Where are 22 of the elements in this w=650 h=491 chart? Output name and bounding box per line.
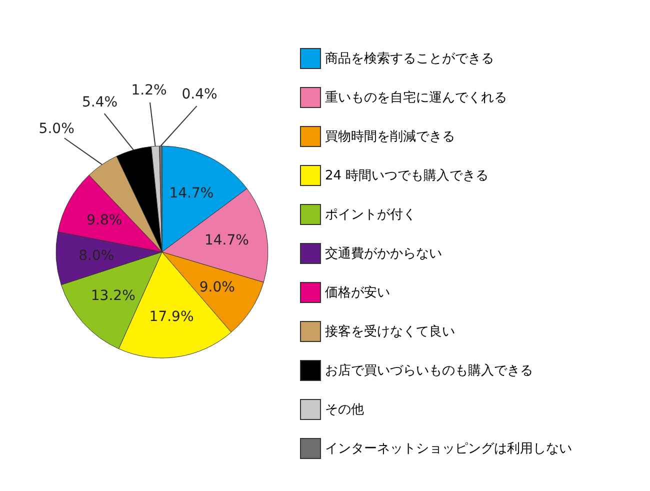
data-label: 14.7% <box>169 185 214 202</box>
data-label: 5.4% <box>82 94 118 110</box>
data-label: 13.2% <box>90 288 136 304</box>
legend-label: 商品を検索することができる <box>325 52 494 66</box>
data-label: 0.4% <box>182 86 218 102</box>
legend-label: 価格が安い <box>325 284 390 300</box>
data-label: 17.9% <box>149 309 194 326</box>
legend-label: 接客を受けなくて良い <box>325 324 455 340</box>
legend-label: 交通費がかからない <box>325 246 442 262</box>
data-label: 9.8% <box>86 212 122 228</box>
data-label: 9.0% <box>199 280 235 296</box>
data-label: 1.2% <box>131 82 167 99</box>
data-label: 14.7% <box>204 232 249 249</box>
legend-label: その他 <box>325 402 364 418</box>
legend-label: ポイントが付く <box>325 208 416 222</box>
data-label: 8.0% <box>78 248 114 264</box>
legend-label: 買物時間を削減できる <box>325 130 455 144</box>
legend-label: インターネットショッピングは利用しない <box>325 442 572 456</box>
legend-label: 重いものを自宅に運んでくれる <box>325 90 507 106</box>
data-label: 5.0% <box>38 120 74 137</box>
legend-label: お店で買いづらいものも購入できる <box>325 362 533 378</box>
legend-label: 24 時間いつでも購入できる <box>325 168 489 184</box>
